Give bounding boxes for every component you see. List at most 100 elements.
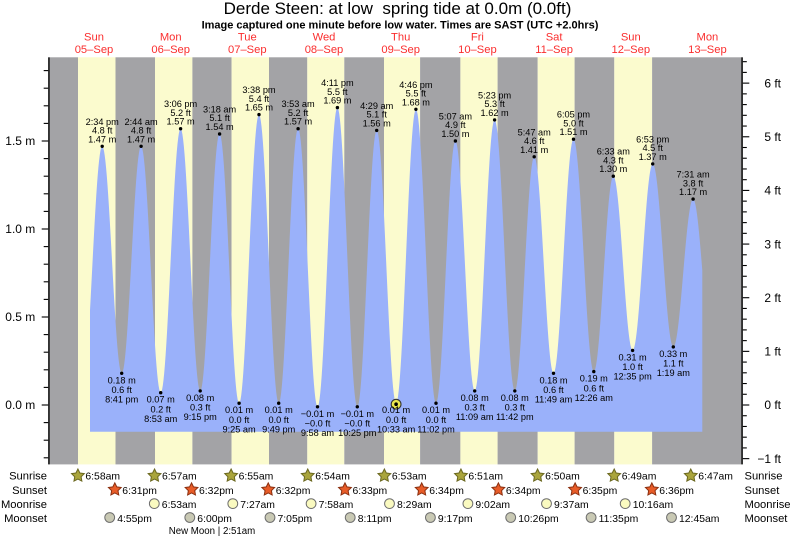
svg-text:6:57am: 6:57am [162,472,197,483]
svg-text:7:27am: 7:27am [240,500,275,511]
svg-text:0.01 m: 0.01 m [265,405,293,415]
svg-text:11:02 pm: 11:02 pm [417,425,455,435]
svg-text:0.6 ft: 0.6 ft [111,385,132,395]
svg-text:6:51am: 6:51am [468,472,503,483]
svg-text:Sunrise: Sunrise [745,471,783,483]
svg-text:1.65 m: 1.65 m [245,103,273,113]
svg-text:Moonset: Moonset [745,513,789,525]
svg-text:0.08 m: 0.08 m [461,393,489,403]
svg-text:1.57 m: 1.57 m [167,117,195,127]
svg-text:1.17 m: 1.17 m [679,187,707,197]
svg-text:1.47 m: 1.47 m [127,134,155,144]
svg-text:0.0 ft: 0.0 ft [268,415,289,425]
svg-text:8:53 am: 8:53 am [144,414,178,424]
svg-text:5.0 ft: 5.0 ft [563,118,584,128]
svg-text:5.1 ft: 5.1 ft [209,113,230,123]
svg-text:Wed: Wed [313,32,336,44]
svg-text:0.18 m: 0.18 m [539,375,567,385]
svg-text:0.07 m: 0.07 m [147,395,175,405]
svg-text:6:58am: 6:58am [85,472,120,483]
svg-text:0.0 ft: 0.0 ft [426,415,447,425]
svg-text:Moonrise: Moonrise [745,499,791,511]
svg-text:4:11 pm: 4:11 pm [321,78,354,88]
svg-text:1.30 m: 1.30 m [599,164,627,174]
svg-text:8:29am: 8:29am [397,500,432,511]
svg-text:Mon: Mon [160,32,182,44]
svg-text:05–Sep: 05–Sep [75,44,114,56]
svg-text:10–Sep: 10–Sep [458,44,497,56]
svg-text:6:35pm: 6:35pm [583,486,618,497]
svg-text:4.5 ft: 4.5 ft [642,143,663,153]
svg-text:0.19 m: 0.19 m [580,374,608,384]
svg-text:10:26pm: 10:26pm [518,514,558,525]
svg-text:10:25 pm: 10:25 pm [338,428,377,438]
svg-text:6:32pm: 6:32pm [276,486,311,497]
svg-text:8:11pm: 8:11pm [358,514,392,525]
svg-text:11:42 pm: 11:42 pm [496,412,534,422]
svg-text:6:31pm: 6:31pm [122,486,157,497]
svg-text:7:05pm: 7:05pm [278,514,313,525]
svg-text:6:33 am: 6:33 am [597,147,631,157]
svg-text:3:18 am: 3:18 am [203,105,237,115]
svg-text:1:19 am: 1:19 am [657,368,691,378]
svg-text:5.2 ft: 5.2 ft [170,108,191,118]
svg-text:0.01 m: 0.01 m [225,405,253,415]
svg-text:Moonset: Moonset [4,513,48,525]
svg-text:Derde Steen: at low spring ti: Derde Steen: at low spring tide at 0.0m … [224,0,572,18]
svg-text:0.0 ft: 0.0 ft [229,415,250,425]
svg-text:0.0 ft: 0.0 ft [386,415,407,425]
svg-text:4.8 ft: 4.8 ft [92,126,113,136]
svg-text:3:38 pm: 3:38 pm [242,85,276,95]
svg-text:6:32pm: 6:32pm [199,486,234,497]
svg-text:3 ft: 3 ft [764,237,781,251]
svg-text:07–Sep: 07–Sep [228,44,267,56]
svg-text:6:36pm: 6:36pm [659,486,694,497]
svg-text:−0.01 m: −0.01 m [341,409,375,419]
svg-text:08–Sep: 08–Sep [305,44,344,56]
svg-text:12:35 pm: 12:35 pm [613,372,652,382]
svg-text:0.3 ft: 0.3 ft [464,403,485,413]
svg-text:Tue: Tue [238,32,257,44]
svg-text:−0.0 ft: −0.0 ft [344,419,370,429]
svg-text:5:07 am: 5:07 am [439,112,473,122]
svg-text:1.0 m: 1.0 m [5,222,35,236]
svg-text:09–Sep: 09–Sep [381,44,420,56]
svg-text:9:17pm: 9:17pm [438,514,473,525]
svg-text:4.3 ft: 4.3 ft [603,155,624,165]
svg-text:1.54 m: 1.54 m [206,122,234,132]
svg-text:10:33 am: 10:33 am [377,425,416,435]
svg-text:4.6 ft: 4.6 ft [524,136,545,146]
svg-text:5.2 ft: 5.2 ft [288,108,309,118]
svg-text:Moonrise: Moonrise [1,499,47,511]
svg-text:7:58am: 7:58am [319,500,354,511]
svg-text:1.56 m: 1.56 m [363,118,391,128]
svg-text:1.0 ft: 1.0 ft [622,362,643,372]
svg-text:Sunrise: Sunrise [9,471,47,483]
svg-text:12:26 am: 12:26 am [575,393,614,403]
svg-text:1.51 m: 1.51 m [559,127,587,137]
svg-text:Mon: Mon [697,32,719,44]
svg-text:12–Sep: 12–Sep [612,44,651,56]
svg-text:5.5 ft: 5.5 ft [406,89,427,99]
svg-text:7:31 am: 7:31 am [676,170,710,180]
svg-text:0.5 m: 0.5 m [5,310,35,324]
svg-text:5:23 pm: 5:23 pm [478,90,512,100]
svg-text:−0.01 m: −0.01 m [301,409,335,419]
svg-text:3.8 ft: 3.8 ft [683,178,704,188]
svg-text:3:53 am: 3:53 am [281,99,315,109]
svg-text:Thu: Thu [391,32,410,44]
svg-text:1.1 ft: 1.1 ft [663,359,684,369]
svg-text:6:49am: 6:49am [622,472,657,483]
svg-text:0 ft: 0 ft [764,398,781,412]
svg-text:Sunset: Sunset [12,485,48,497]
svg-text:0.2 ft: 0.2 ft [150,405,171,415]
svg-text:6:47am: 6:47am [698,472,733,483]
svg-text:0.0 m: 0.0 m [5,398,35,412]
svg-text:6 ft: 6 ft [764,76,781,90]
svg-text:11:35pm: 11:35pm [599,514,639,525]
svg-text:Sunset: Sunset [745,485,781,497]
svg-text:4 ft: 4 ft [764,184,781,198]
svg-text:−1 ft: −1 ft [757,452,781,466]
svg-text:10:16am: 10:16am [633,500,673,511]
svg-text:1.50 m: 1.50 m [441,129,469,139]
